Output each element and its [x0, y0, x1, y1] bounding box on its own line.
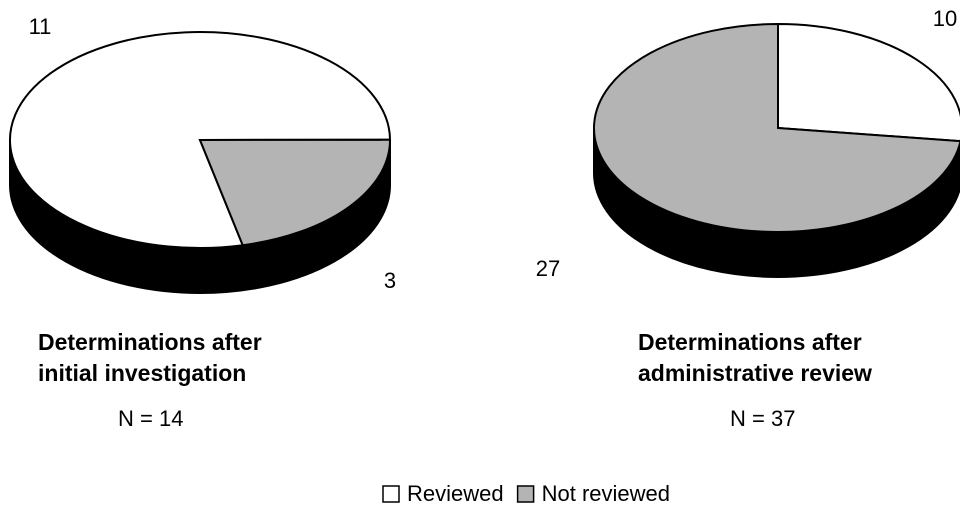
- chart-title: Determinations after: [638, 329, 862, 355]
- legend-swatch: [382, 485, 400, 503]
- pie-slice: Reviewed: [777, 22, 960, 143]
- legend-swatch: [516, 485, 535, 503]
- data-label: 3: [384, 268, 396, 293]
- data-label: 10: [933, 6, 957, 31]
- legend-label: Reviewed: [407, 481, 504, 506]
- pie-slice: Not reviewed: [198, 138, 391, 247]
- data-label: 11: [29, 14, 52, 39]
- chart-title: initial investigation: [38, 360, 246, 386]
- data-label: 27: [536, 256, 560, 281]
- chart-title: administrative review: [638, 360, 872, 386]
- pie-slice: Not reviewed: [593, 22, 960, 233]
- legend-label: Not reviewed: [542, 481, 670, 506]
- chart-title: Determinations after: [38, 329, 262, 355]
- chart-subtitle: N = 14: [118, 406, 183, 431]
- chart-subtitle: N = 37: [730, 406, 795, 431]
